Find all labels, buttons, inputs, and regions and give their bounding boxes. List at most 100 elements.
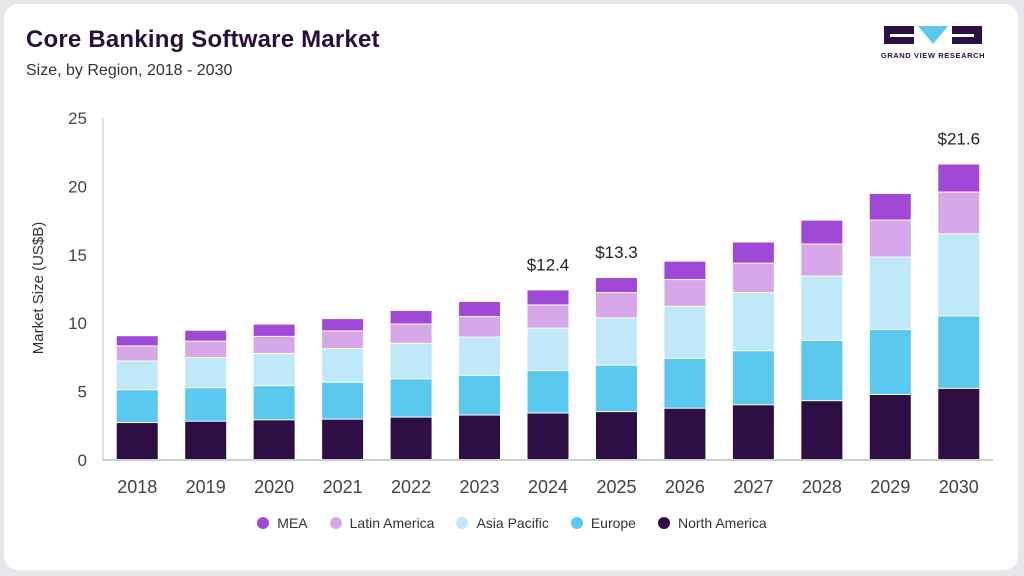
bar-europe-2029 (869, 330, 911, 395)
x-tick-label: 2023 (460, 477, 500, 497)
bar-europe-2021 (322, 382, 364, 419)
bar-latin-america-2020 (253, 336, 295, 353)
bar-mea-2021 (322, 319, 364, 331)
bar-north-america-2029 (869, 395, 911, 459)
legend-item-mea: MEA (257, 515, 308, 531)
bar-mea-2022 (390, 310, 432, 324)
bar-mea-2028 (801, 220, 843, 244)
x-axis: 2018 2019 2020 2021 2022 2023 2024 2025 2026 2027… (103, 459, 993, 497)
bar-north-america-2018 (116, 423, 158, 459)
y-tick-label: 0 (78, 451, 87, 470)
bar-europe-2028 (801, 340, 843, 401)
bar-latin-america-2023 (459, 317, 501, 337)
bar-europe-2026 (664, 358, 706, 408)
legend-item-asia-pacific: Asia Pacific (456, 515, 549, 531)
bar-asia-pacific-2029 (869, 257, 911, 330)
logo-mark-icon (884, 26, 982, 44)
legend-label-asia-pacific: Asia Pacific (476, 515, 549, 531)
x-tick-label: 2030 (939, 477, 979, 497)
legend-label-mea: MEA (277, 515, 308, 531)
chart-title: Core Banking Software Market (26, 26, 380, 53)
bar-latin-america-2025 (595, 293, 637, 318)
bar-europe-2027 (732, 351, 774, 405)
x-tick-label: 2026 (665, 477, 705, 497)
bar-europe-2030 (938, 316, 980, 388)
data-label-2024: $12.4 (527, 255, 570, 274)
grand-view-research-logo: GRAND VIEW RESEARCH (880, 24, 986, 64)
bar-europe-2023 (459, 375, 501, 415)
bar-north-america-2030 (938, 388, 980, 459)
x-tick-label: 2022 (391, 477, 431, 497)
bar-north-america-2019 (185, 421, 227, 459)
y-tick-label: 15 (68, 246, 87, 265)
x-tick-label: 2020 (254, 477, 294, 497)
bar-latin-america-2027 (732, 263, 774, 293)
legend-swatch-asia-pacific (456, 517, 469, 529)
bar-north-america-2026 (664, 408, 706, 459)
bar-asia-pacific-2030 (938, 234, 980, 316)
y-tick-label: 25 (68, 109, 87, 128)
chart-subtitle: Size, by Region, 2018 - 2030 (26, 62, 233, 79)
data-label-2025: $13.3 (595, 243, 638, 262)
legend-swatch-europe (570, 517, 583, 529)
y-axis-label: Market Size (US$B) (30, 222, 47, 355)
bar-europe-2019 (185, 388, 227, 421)
legend-item-europe: Europe (570, 515, 636, 531)
y-tick-label: 5 (78, 383, 87, 402)
bar-north-america-2023 (459, 415, 501, 459)
bar-north-america-2021 (322, 419, 364, 459)
bar-mea-2018 (116, 336, 158, 346)
bar-asia-pacific-2022 (390, 343, 432, 379)
bar-asia-pacific-2021 (322, 349, 364, 382)
legend: MEA Latin America Asia Pacific Europe North … (0, 515, 1024, 531)
legend-label-north-america: North America (677, 515, 767, 531)
bar-asia-pacific-2028 (801, 276, 843, 340)
bar-north-america-2027 (732, 405, 774, 459)
bar-north-america-2028 (801, 401, 843, 459)
y-tick-label: 10 (68, 314, 87, 333)
x-tick-label: 2018 (117, 477, 157, 497)
legend-swatch-north-america (657, 517, 670, 529)
x-tick-label: 2025 (596, 477, 636, 497)
bar-europe-2025 (595, 365, 637, 412)
bar-latin-america-2022 (390, 324, 432, 343)
x-tick-label: 2019 (186, 477, 226, 497)
annotations: $12.4 $13.3 $21.6 (527, 130, 980, 275)
bar-north-america-2022 (390, 417, 432, 459)
bar-mea-2019 (185, 330, 227, 341)
bar-asia-pacific-2023 (459, 337, 501, 375)
bar-mea-2020 (253, 324, 295, 336)
legend-item-latin-america: Latin America (329, 515, 435, 531)
data-label-2030: $21.6 (937, 130, 980, 149)
x-tick-label: 2027 (733, 477, 773, 497)
x-tick-label: 2028 (802, 477, 842, 497)
y-axis: 0 5 10 15 20 25 (68, 109, 104, 470)
bar-asia-pacific-2027 (732, 293, 774, 351)
bar-europe-2022 (390, 379, 432, 417)
logo-text: GRAND VIEW RESEARCH (880, 51, 986, 60)
bar-north-america-2024 (527, 413, 569, 459)
bar-mea-2026 (664, 261, 706, 280)
legend-label-latin-america: Latin America (349, 515, 435, 531)
bars (116, 164, 980, 459)
bar-asia-pacific-2019 (185, 358, 227, 388)
bar-asia-pacific-2018 (116, 361, 158, 390)
chart-card (4, 4, 1018, 570)
bar-mea-2029 (869, 193, 911, 220)
bar-asia-pacific-2025 (595, 318, 637, 365)
bar-mea-2025 (595, 278, 637, 293)
bar-latin-america-2019 (185, 341, 227, 358)
bar-mea-2023 (459, 301, 501, 317)
legend-item-north-america: North America (657, 515, 767, 531)
legend-swatch-mea (257, 517, 270, 529)
bar-north-america-2025 (595, 412, 637, 459)
bar-asia-pacific-2024 (527, 328, 569, 371)
y-tick-label: 20 (68, 177, 87, 196)
bar-europe-2024 (527, 371, 569, 413)
bar-latin-america-2029 (869, 220, 911, 257)
x-tick-label: 2021 (323, 477, 363, 497)
bar-mea-2030 (938, 164, 980, 192)
bar-latin-america-2024 (527, 305, 569, 328)
bar-latin-america-2030 (938, 192, 980, 234)
bar-mea-2027 (732, 242, 774, 263)
